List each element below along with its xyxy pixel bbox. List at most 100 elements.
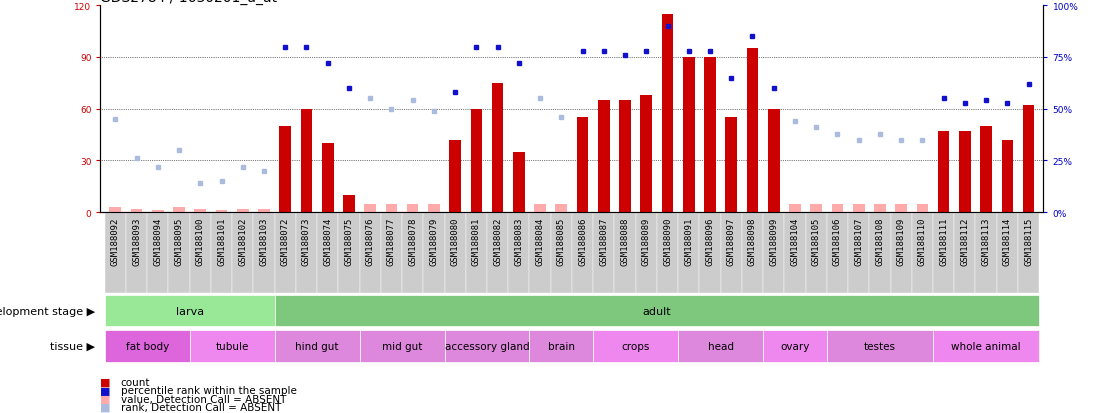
Bar [194,209,206,213]
Text: GSM188076: GSM188076 [366,217,375,265]
Bar [169,213,190,293]
Bar [827,330,933,362]
Text: GSM188073: GSM188073 [302,217,311,265]
Bar [105,213,126,293]
Bar [598,101,609,213]
Bar [147,213,169,293]
Text: GSM188085: GSM188085 [557,217,566,265]
Text: GSM188086: GSM188086 [578,217,587,265]
Text: development stage ▶: development stage ▶ [0,306,95,316]
Bar [657,213,679,293]
Text: GSM188115: GSM188115 [1024,217,1033,265]
Text: GSM188100: GSM188100 [195,217,204,265]
Text: tubule: tubule [215,341,249,351]
Bar [338,213,359,293]
Bar [237,209,249,213]
Bar [105,330,190,362]
Text: whole animal: whole animal [951,341,1021,351]
Bar [594,213,615,293]
Text: GSM188080: GSM188080 [451,217,460,265]
Bar [317,213,338,293]
Bar [343,195,355,213]
Bar [402,213,423,293]
Bar [683,58,694,213]
Bar [492,83,503,213]
Bar [662,15,673,213]
Bar [359,213,381,293]
Text: GSM188082: GSM188082 [493,217,502,265]
Bar [508,213,529,293]
Bar [444,213,465,293]
Bar [895,204,907,213]
Bar [725,118,737,213]
Bar [450,140,461,213]
Text: adult: adult [643,306,671,316]
Bar [571,213,594,293]
Text: ■: ■ [100,385,110,395]
Text: GSM188110: GSM188110 [917,217,927,265]
Bar [869,213,891,293]
Bar [1018,213,1039,293]
Bar [954,213,975,293]
Text: GSM188091: GSM188091 [684,217,693,265]
Text: mid gut: mid gut [382,341,422,351]
Bar [874,204,886,213]
Bar [980,127,992,213]
Bar [471,109,482,213]
Bar [364,204,376,213]
Text: GSM188089: GSM188089 [642,217,651,265]
Text: GSM188090: GSM188090 [663,217,672,265]
Bar [937,132,950,213]
Text: percentile rank within the sample: percentile rank within the sample [121,385,297,395]
Bar [619,101,631,213]
Text: GSM188111: GSM188111 [940,217,949,265]
Text: GSM188074: GSM188074 [324,217,333,265]
Text: GSM188083: GSM188083 [514,217,523,265]
Text: GSM188075: GSM188075 [345,217,354,265]
Bar [131,209,143,213]
Text: ■: ■ [100,377,110,387]
Bar [190,330,275,362]
Bar [556,204,567,213]
Bar [704,58,715,213]
Bar [742,213,763,293]
Text: larva: larva [175,306,204,316]
Text: GSM188077: GSM188077 [387,217,396,265]
Bar [211,213,232,293]
Text: GSM188093: GSM188093 [132,217,141,265]
Bar [258,209,270,213]
Text: GSM188088: GSM188088 [620,217,629,265]
Bar [359,330,444,362]
Text: crops: crops [622,341,650,351]
Text: ■: ■ [100,402,110,412]
Bar [513,152,525,213]
Text: GSM188079: GSM188079 [430,217,439,265]
Bar [190,213,211,293]
Bar [933,213,954,293]
Bar [275,330,359,362]
Bar [1022,106,1035,213]
Bar [126,213,147,293]
Text: ovary: ovary [780,341,809,351]
Text: head: head [708,341,733,351]
Text: rank, Detection Call = ABSENT: rank, Detection Call = ABSENT [121,402,281,412]
Text: GSM188101: GSM188101 [217,217,227,265]
Text: testes: testes [864,341,896,351]
Text: GSM188095: GSM188095 [174,217,183,265]
Bar [253,213,275,293]
Bar [279,127,291,213]
Bar [848,213,869,293]
Text: GSM188106: GSM188106 [833,217,841,265]
Bar [916,204,929,213]
Text: GSM188112: GSM188112 [961,217,970,265]
Text: GSM188098: GSM188098 [748,217,757,265]
Text: GSM188097: GSM188097 [727,217,735,265]
Bar [806,213,827,293]
Bar [577,118,588,213]
Bar [444,330,529,362]
Text: GSM188087: GSM188087 [599,217,608,265]
Text: GSM188105: GSM188105 [811,217,820,265]
Text: GSM188096: GSM188096 [705,217,714,265]
Text: GSM188102: GSM188102 [238,217,248,265]
Text: GSM188108: GSM188108 [875,217,884,265]
